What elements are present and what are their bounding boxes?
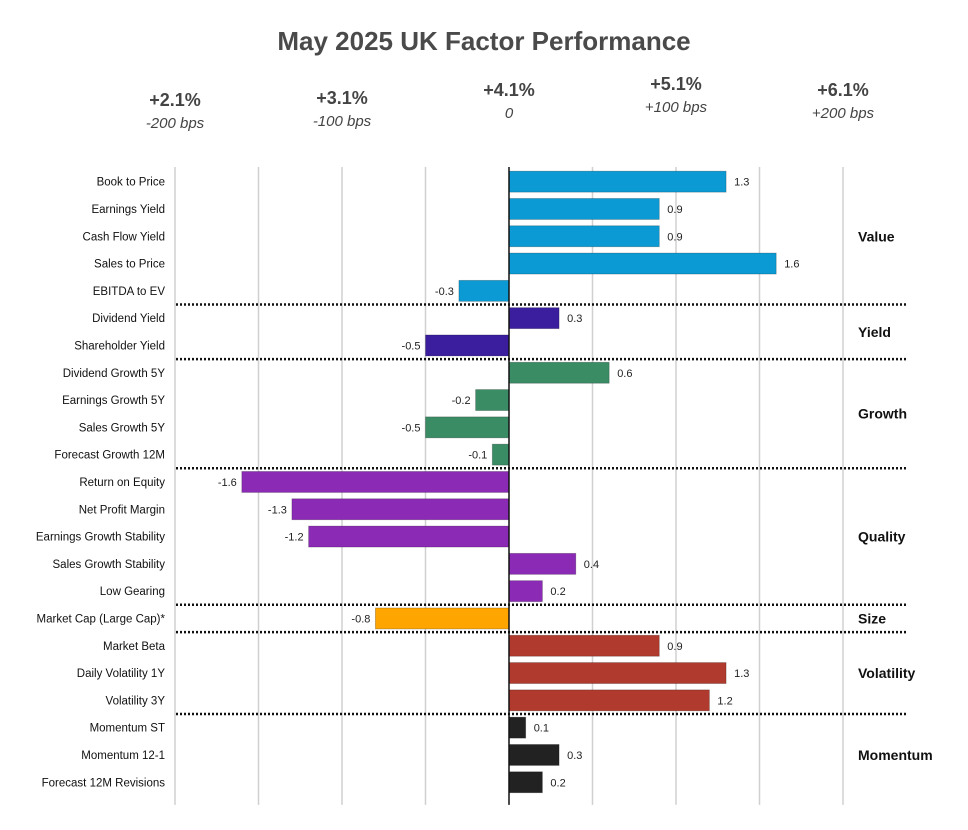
bps-label: 0 (504, 105, 514, 122)
factor-label: Sales Growth 5Y (79, 422, 166, 434)
data-label: 1.6 (784, 259, 799, 271)
bar-sales-growth-5y (425, 416, 510, 439)
top-axis-label: +5.1% +100 bps (606, 74, 746, 116)
bar-net-profit-margin (291, 498, 510, 521)
top-axis-label: +4.1% 0 (439, 80, 579, 122)
bar-dividend-growth-5y (508, 361, 610, 384)
bar-return-on-equity (241, 471, 510, 493)
factor-label: Earnings Yield (91, 204, 165, 216)
data-label: 0.2 (550, 586, 565, 598)
factor-label: Cash Flow Yield (83, 231, 165, 243)
bar-market-cap-large-cap- (374, 607, 510, 630)
factor-label: EBITDA to EV (93, 286, 166, 298)
group-label-volatility: Volatility (858, 665, 916, 681)
bar-cash-flow-yield (508, 225, 660, 248)
factor-label: Momentum 12-1 (81, 750, 165, 762)
group-label-value: Value (858, 228, 895, 244)
data-label: 1.3 (734, 177, 749, 189)
bar-low-gearing (508, 580, 543, 603)
data-label: 0.9 (667, 641, 682, 653)
bar-momentum-st (508, 716, 527, 739)
factor-label: Sales to Price (94, 259, 165, 271)
top-axis-label: +2.1% -200 bps (105, 90, 245, 132)
factor-label: Momentum ST (90, 723, 165, 735)
group-label-yield: Yield (858, 324, 891, 340)
bar-market-beta (508, 634, 660, 657)
bar-earnings-growth-5y (475, 389, 510, 411)
data-label: -0.8 (351, 613, 370, 625)
data-label: -0.1 (468, 450, 487, 462)
top-axis-label: +6.1% +200 bps (773, 80, 913, 122)
bar-book-to-price (508, 170, 727, 193)
factor-label: Forecast 12M Revisions (42, 777, 166, 789)
bps-label: +200 bps (811, 105, 875, 122)
factor-label: Dividend Growth 5Y (63, 368, 166, 380)
data-label: -1.6 (218, 477, 237, 489)
bar-earnings-yield (508, 198, 660, 220)
data-label: 1.2 (717, 695, 732, 707)
data-label: -1.2 (285, 532, 304, 544)
group-label-momentum: Momentum (858, 747, 933, 763)
bps-label: -100 bps (312, 113, 372, 130)
return-label: +4.1% (483, 80, 535, 100)
factor-label: Market Beta (103, 641, 166, 653)
factor-label: Book to Price (97, 177, 165, 189)
bar-sales-to-price (508, 252, 777, 275)
bar-dividend-yield (508, 307, 560, 330)
data-label: -0.5 (402, 340, 421, 352)
return-label: +5.1% (650, 74, 702, 94)
factor-label: Net Profit Margin (79, 504, 165, 516)
data-label: 0.4 (584, 559, 599, 571)
bar-volatility-3y (508, 689, 710, 712)
bar-daily-volatility-1y (508, 662, 727, 684)
factor-label: Daily Volatility 1Y (77, 668, 166, 680)
group-label-growth: Growth (858, 406, 907, 422)
data-label: -0.5 (402, 422, 421, 434)
bar-earnings-growth-stability (308, 525, 510, 548)
bar-sales-growth-stability (508, 552, 577, 575)
return-label: +6.1% (817, 80, 869, 100)
bps-label: +100 bps (644, 99, 708, 116)
data-label: 0.1 (534, 723, 549, 735)
group-label-quality: Quality (858, 529, 906, 545)
data-label: 0.2 (550, 777, 565, 789)
data-label: 0.3 (567, 313, 582, 325)
factor-label: Low Gearing (100, 586, 165, 598)
bps-label: -200 bps (145, 115, 205, 132)
factor-label: Volatility 3Y (106, 695, 166, 707)
factor-label: Earnings Growth Stability (36, 532, 165, 544)
top-axis-label: +3.1% -100 bps (272, 88, 412, 130)
bar-shareholder-yield (425, 334, 510, 357)
data-label: 0.9 (667, 231, 682, 243)
factor-label: Return on Equity (79, 477, 165, 489)
data-label: 0.3 (567, 750, 582, 762)
return-label: +3.1% (316, 88, 368, 108)
data-label: -0.2 (452, 395, 471, 407)
bar-ebitda-to-ev (458, 279, 510, 302)
bar-forecast-12m-revisions (508, 771, 543, 794)
group-label-size: Size (858, 610, 886, 626)
chart-title: May 2025 UK Factor Performance (277, 26, 691, 56)
data-label: 0.6 (617, 368, 632, 380)
factor-label: Market Cap (Large Cap)* (37, 613, 166, 625)
data-label: -0.3 (435, 286, 454, 298)
factor-label: Forecast Growth 12M (54, 450, 165, 462)
factor-label: Shareholder Yield (74, 340, 165, 352)
factor-label: Dividend Yield (92, 313, 165, 325)
bar-momentum-12-1 (508, 744, 560, 766)
data-label: 0.9 (667, 204, 682, 216)
data-label: -1.3 (268, 504, 287, 516)
data-label: 1.3 (734, 668, 749, 680)
factor-label: Earnings Growth 5Y (62, 395, 165, 407)
return-label: +2.1% (149, 90, 201, 110)
factor-label: Sales Growth Stability (53, 559, 166, 571)
bar-forecast-growth-12m (491, 443, 510, 466)
